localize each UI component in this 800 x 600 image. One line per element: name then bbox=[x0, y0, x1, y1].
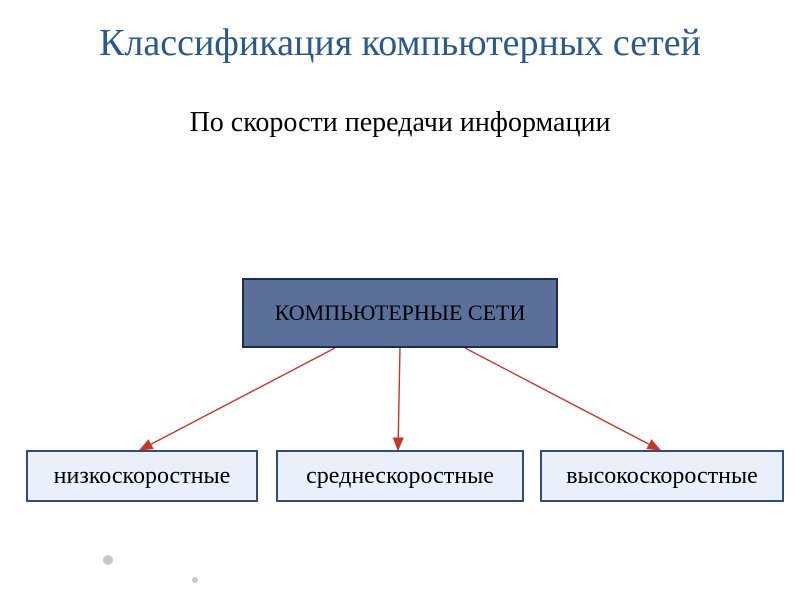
diagram-edge bbox=[140, 348, 335, 450]
diagram-child-label: низкоскоростные bbox=[54, 463, 231, 490]
diagram-child-label: высокоскоростные bbox=[566, 463, 758, 490]
diagram-root-node: КОМПЬЮТЕРНЫЕ СЕТИ bbox=[242, 278, 558, 348]
diagram-child-label: среднескоростные bbox=[306, 463, 494, 490]
diagram-edge bbox=[465, 348, 660, 450]
diagram-child-node: среднескоростные bbox=[276, 450, 524, 502]
decor-bullet bbox=[103, 555, 113, 565]
decor-bullet bbox=[192, 577, 198, 583]
diagram-edge bbox=[398, 348, 400, 450]
page-title: Классификация компьютерных сетей bbox=[0, 0, 800, 69]
diagram-child-node: низкоскоростные bbox=[26, 450, 258, 502]
diagram-root-label: КОМПЬЮТЕРНЫЕ СЕТИ bbox=[275, 300, 526, 326]
diagram-child-node: высокоскоростные bbox=[540, 450, 784, 502]
page-subtitle: По скорости передачи информации bbox=[0, 107, 800, 139]
